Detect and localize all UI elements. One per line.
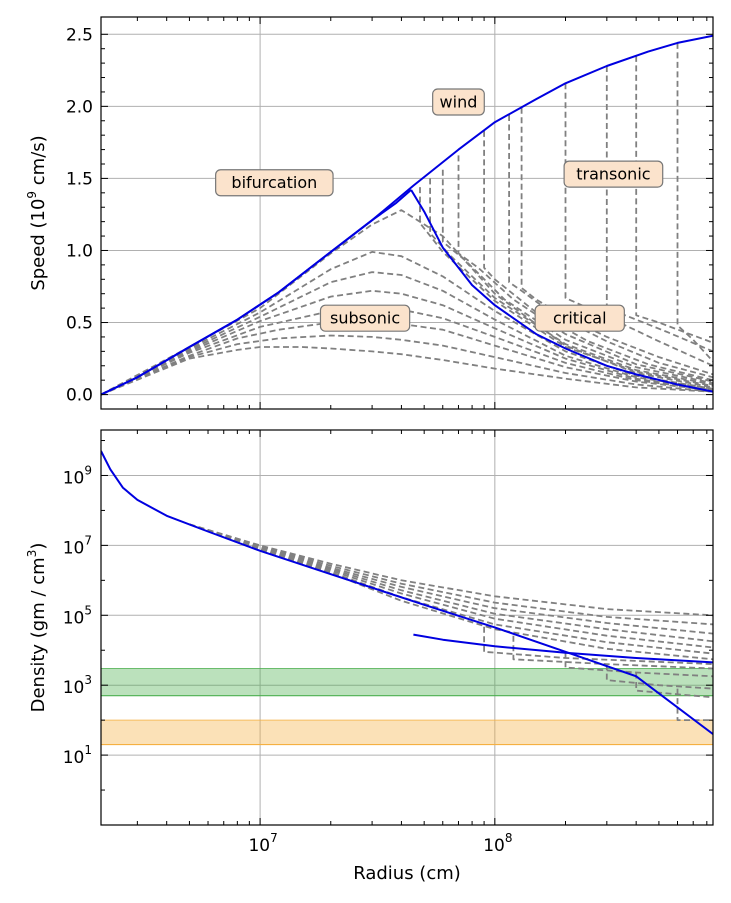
- x-axis-label: Radius (cm): [353, 863, 461, 884]
- annotation-bifurcation: bifurcation: [215, 169, 334, 197]
- grid-lines: [101, 17, 713, 409]
- annotation-label: wind: [440, 93, 478, 112]
- axes-frame: [100, 429, 714, 826]
- annotation-critical: critical: [534, 304, 625, 332]
- y-axis-label: Density (gm / cm3): [25, 543, 49, 713]
- green-band: [101, 668, 713, 696]
- dashed-curve-11: [419, 187, 713, 387]
- grid-lines: [101, 430, 713, 825]
- dashed-curve-9: [483, 626, 713, 665]
- annotation-box: [432, 88, 485, 116]
- dashed-curve-9: [101, 334, 713, 396]
- annotation-wind: wind: [432, 88, 485, 116]
- dashed-curve-5: [189, 523, 713, 643]
- orange-band: [101, 720, 713, 745]
- x-tick-label: 108: [483, 831, 512, 856]
- y-tick-label: 107: [63, 533, 92, 558]
- dashed-curve-2: [189, 523, 713, 617]
- y-tick-label: 105: [63, 603, 92, 628]
- annotation-label: transonic: [576, 165, 650, 184]
- dashed-curve-14: [676, 688, 713, 721]
- annotation-label: subsonic: [330, 309, 400, 328]
- dashed-curve-6: [189, 523, 713, 649]
- y-axis-label: Speed (109 cm/s): [25, 135, 49, 290]
- annotation-subsonic: subsonic: [319, 304, 411, 332]
- annotation-label: critical: [553, 309, 607, 328]
- dashed-curve-5: [101, 271, 713, 396]
- dashed-curve-10: [101, 346, 713, 396]
- annotation-box: [563, 160, 664, 188]
- y-tick-label: 0.5: [66, 314, 93, 334]
- solid-curve-1: [101, 189, 412, 396]
- density-panel: 101 103 105 107 109 107 108 Density (gm / cm3) R…: [25, 429, 714, 884]
- annotation-box: [319, 304, 411, 332]
- axes-frame: [100, 16, 714, 410]
- x-tick-label: 107: [248, 831, 277, 856]
- y-tick-label: 0.0: [66, 386, 93, 406]
- dashed-curve-4: [101, 251, 713, 396]
- dashed-curve-11: [564, 651, 713, 678]
- solid-curve-1: [413, 633, 713, 664]
- annotation-box: [215, 169, 334, 197]
- annotation-transonic: transonic: [563, 160, 664, 188]
- dashed-curve-15: [483, 130, 713, 382]
- speed-panel: 0.0 0.5 1.0 1.5 2.0 2.5 Speed (109 cm/s) wind bi…: [25, 16, 714, 410]
- dashed-curve-3: [189, 523, 713, 626]
- y-tick-label: 103: [63, 673, 92, 698]
- annotation-box: [534, 304, 625, 332]
- dashed-curve-19: [605, 66, 713, 353]
- dashed-curve-21: [676, 42, 713, 363]
- annotation-label: bifurcation: [231, 173, 317, 192]
- y-tick-label: 101: [63, 743, 92, 768]
- dashed-curve-20: [635, 55, 713, 344]
- y-tick-label: 2.5: [66, 25, 93, 45]
- y-tick-label: 2.0: [66, 97, 93, 117]
- dashed-curve-12: [429, 178, 713, 386]
- y-tick-label: 109: [63, 463, 92, 488]
- dashed-curve-4: [189, 523, 713, 635]
- y-tick-label: 1.5: [66, 169, 93, 189]
- dashed-curve-13: [441, 169, 713, 384]
- dashed-curve-14: [457, 155, 713, 383]
- dashed-curve-12: [605, 664, 713, 690]
- dashed-curve-6: [101, 289, 713, 396]
- solid-curve-2: [410, 189, 713, 393]
- y-tick-label: 1.0: [66, 241, 93, 261]
